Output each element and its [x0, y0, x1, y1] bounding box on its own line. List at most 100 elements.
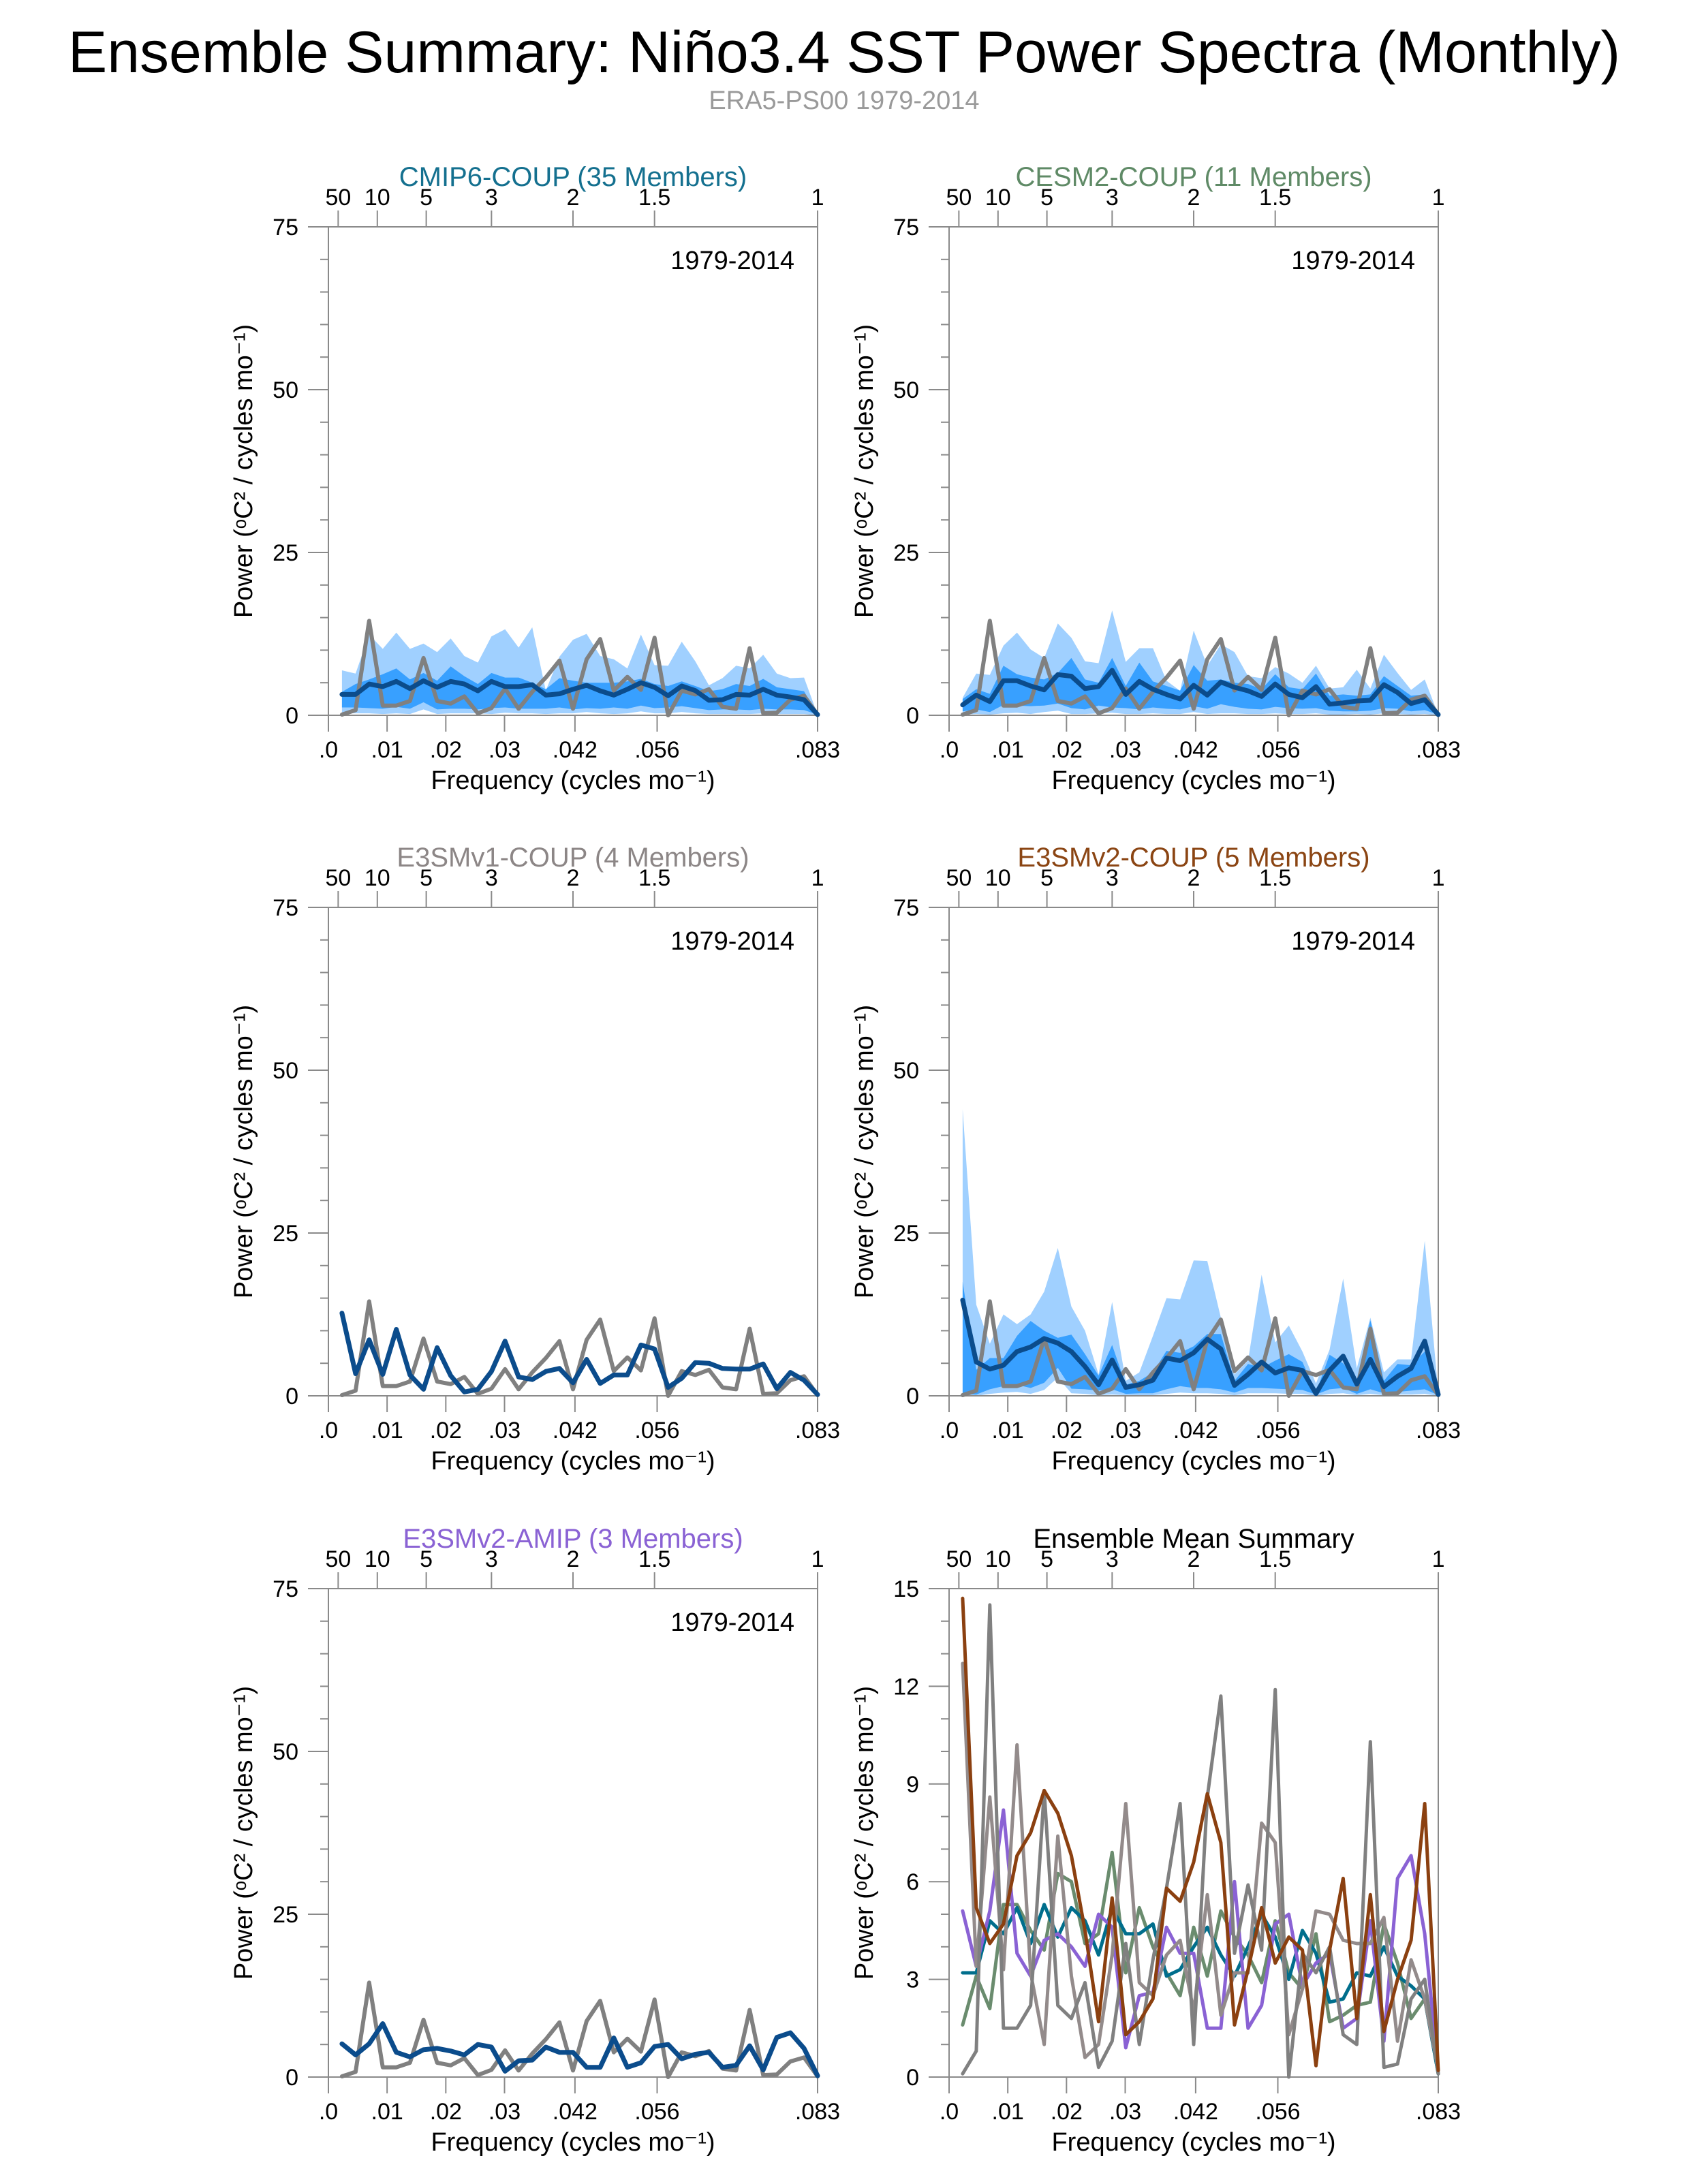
x-tick-label: .0: [940, 2099, 959, 2125]
y-tick-label: 75: [893, 215, 919, 240]
plot-frame: [328, 1588, 818, 2078]
top-tick-label: 3: [1106, 865, 1119, 891]
period-label: 1979-2014: [670, 927, 794, 956]
period-label: 1979-2014: [1291, 247, 1415, 275]
y-axis-label: Power (ᵒC² / cycles mo⁻¹): [230, 1005, 258, 1298]
x-tick-label: .03: [1109, 1418, 1141, 1444]
ensemble-mean-line: [339, 678, 820, 717]
top-tick-label: 1.5: [638, 1546, 670, 1572]
figure-title: Ensemble Summary: Niño3.4 SST Power Spec…: [68, 20, 1620, 85]
top-tick-label: 1: [1432, 865, 1445, 891]
top-tick-label: 1: [811, 185, 824, 210]
top-tick-label: 10: [365, 865, 390, 891]
x-tick-label: .083: [795, 737, 840, 763]
y-tick-label: 75: [273, 895, 298, 921]
top-tick-label: 10: [985, 1546, 1011, 1572]
top-tick-label: 10: [985, 185, 1011, 210]
y-axis-label: Power (ᵒC² / cycles mo⁻¹): [230, 1686, 258, 1980]
x-tick-label: .02: [1051, 737, 1083, 763]
x-tick-label: .042: [1173, 2099, 1218, 2125]
x-tick-label: .0: [319, 737, 338, 763]
panel-title: E3SMv1-COUP (4 Members): [397, 843, 749, 873]
x-tick-label: .03: [1109, 737, 1141, 763]
top-tick-label: 1.5: [638, 185, 670, 210]
top-tick-label: 2: [567, 1546, 580, 1572]
top-tick-label: 50: [325, 865, 351, 891]
x-axis-label: Frequency (cycles mo⁻¹): [1051, 2128, 1335, 2157]
x-tick-label: .042: [1173, 1418, 1218, 1444]
panel-cesm2: 0 25 50 75 .0 .01 .02 .03 .042 .056 .083 50 10 5 3 2 1.5…: [850, 162, 1461, 795]
y-tick-label: 25: [273, 1221, 298, 1247]
x-tick-label: .0: [319, 2099, 338, 2125]
figure-subtitle: ERA5-PS00 1979-2014: [709, 87, 979, 115]
y-tick-label: 15: [893, 1576, 919, 1602]
y-tick-label: 9: [906, 1772, 919, 1798]
panel-summary: 0 3 6 9 12 15 .0 .01 .02 .03 .042 .056 .083 50 10 5 3 2 1.…: [850, 1524, 1461, 2157]
top-tick-label: 3: [1106, 1546, 1119, 1572]
top-tick-label: 5: [420, 865, 433, 891]
x-tick-label: .042: [553, 2099, 598, 2125]
panel-amip: 0 25 50 75 .0 .01 .02 .03 .042 .056 .083 50 10 5 3 2 1.5…: [230, 1524, 840, 2157]
x-axis-label: Frequency (cycles mo⁻¹): [1051, 766, 1335, 795]
top-tick-label: 5: [420, 1546, 433, 1572]
top-tick-label: 10: [985, 865, 1011, 891]
y-axis-label: Power (ᵒC² / cycles mo⁻¹): [850, 1686, 879, 1980]
x-tick-label: .083: [795, 1418, 840, 1444]
y-tick-label: 25: [893, 540, 919, 566]
ensemble-mean-line: [960, 668, 1441, 717]
x-tick-label: .083: [1416, 1418, 1461, 1444]
plot-frame: [328, 907, 818, 1397]
top-tick-label: 2: [1188, 1546, 1200, 1572]
top-tick-label: 2: [567, 865, 580, 891]
y-tick-label: 50: [273, 1739, 298, 1765]
ensemble-mean-line: [339, 1311, 820, 1397]
top-tick-label: 5: [1040, 865, 1053, 891]
top-tick-label: 50: [946, 865, 972, 891]
obs-line: [339, 619, 820, 717]
top-tick-label: 10: [365, 1546, 390, 1572]
panel-title: E3SMv2-AMIP (3 Members): [403, 1524, 743, 1554]
y-tick-label: 50: [273, 377, 298, 403]
x-tick-label: .01: [371, 2099, 403, 2125]
x-tick-label: .056: [1255, 737, 1300, 763]
panel-title: Ensemble Mean Summary: [1033, 1524, 1354, 1554]
x-tick-label: .056: [634, 2099, 679, 2125]
y-tick-label: 0: [285, 1384, 298, 1409]
top-tick-label: 50: [946, 1546, 972, 1572]
top-tick-label: 1.5: [1259, 185, 1291, 210]
x-tick-label: .03: [1109, 2099, 1141, 2125]
x-tick-label: .0: [940, 737, 959, 763]
top-tick-label: 1.5: [638, 865, 670, 891]
y-tick-label: 0: [906, 1384, 919, 1409]
top-tick-label: 5: [420, 185, 433, 210]
period-label: 1979-2014: [1291, 927, 1415, 956]
panel-e3smv1: 0 25 50 75 .0 .01 .02 .03 .042 .056 .083 50 10 5 3 2 1.5…: [230, 843, 840, 1476]
x-tick-label: .01: [992, 1418, 1024, 1444]
x-axis-label: Frequency (cycles mo⁻¹): [1051, 1447, 1335, 1476]
x-tick-label: .042: [553, 1418, 598, 1444]
panel-title: CMIP6-COUP (35 Members): [399, 162, 747, 192]
x-tick-label: .02: [430, 737, 462, 763]
top-tick-label: 1: [811, 1546, 824, 1572]
y-axis-label: Power (ᵒC² / cycles mo⁻¹): [850, 1005, 879, 1298]
y-tick-label: 25: [273, 1902, 298, 1928]
x-tick-label: .0: [940, 1418, 959, 1444]
panel-title: E3SMv2-COUP (5 Members): [1017, 843, 1369, 873]
x-tick-label: .01: [371, 1418, 403, 1444]
top-tick-label: 1: [811, 865, 824, 891]
y-axis-label: Power (ᵒC² / cycles mo⁻¹): [230, 324, 258, 618]
panel-title: CESM2-COUP (11 Members): [1015, 162, 1372, 192]
x-axis-label: Frequency (cycles mo⁻¹): [431, 766, 715, 795]
top-tick-label: 50: [325, 1546, 351, 1572]
panel-e3smv2: 0 25 50 75 .0 .01 .02 .03 .042 .056 .083 50 10 5 3 2 1.5…: [850, 843, 1461, 1476]
y-tick-label: 25: [273, 540, 298, 566]
x-tick-label: .083: [795, 2099, 840, 2125]
x-tick-label: .056: [634, 737, 679, 763]
ensemble-mean-line: [339, 2021, 820, 2078]
x-tick-label: .0: [319, 1418, 338, 1444]
x-tick-label: .01: [992, 737, 1024, 763]
x-tick-label: .03: [489, 2099, 521, 2125]
top-tick-label: 5: [1040, 1546, 1053, 1572]
top-tick-label: 50: [325, 185, 351, 210]
x-tick-label: .083: [1416, 737, 1461, 763]
